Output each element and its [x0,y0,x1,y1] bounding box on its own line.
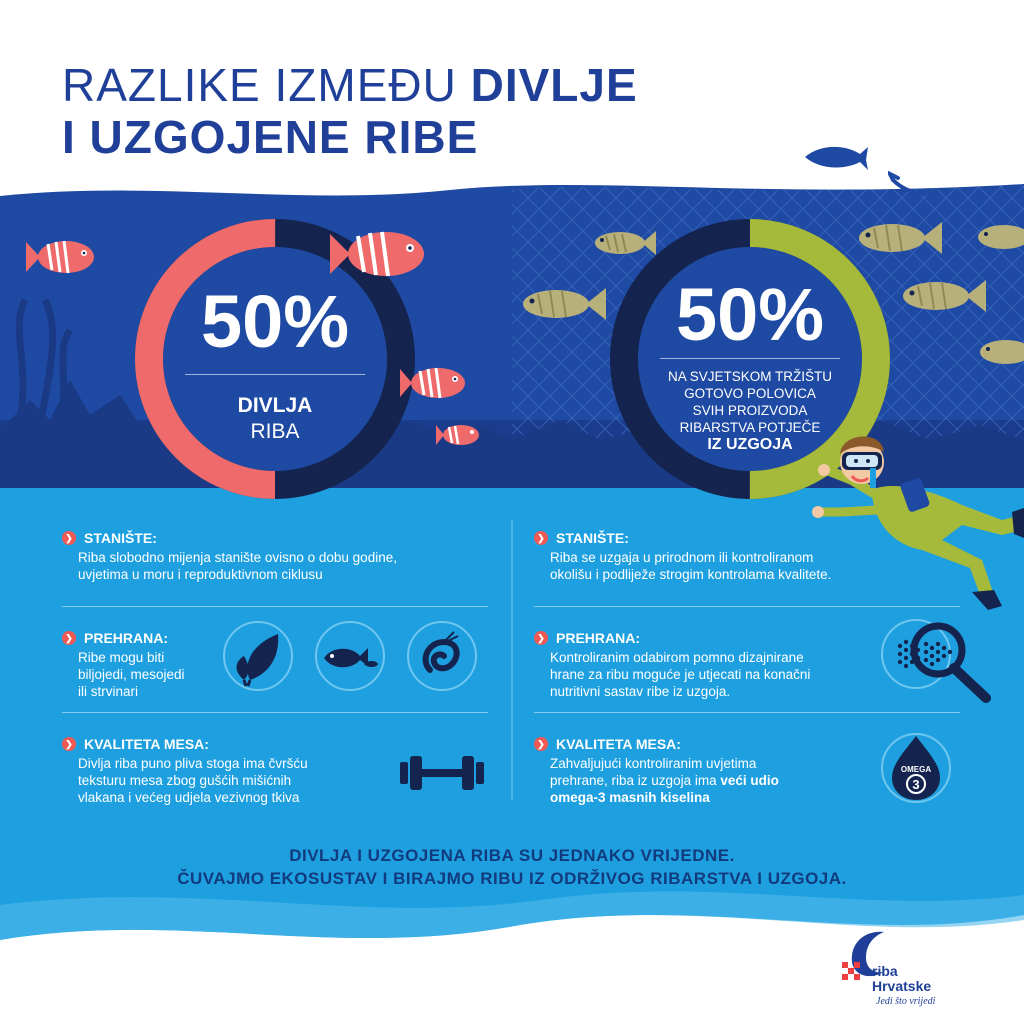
omega-label: OMEGA [901,765,931,774]
farmed-label-bold: IZ UZGOJA [707,436,793,453]
farmed-fish-6-icon [980,340,1024,364]
farmed-diet-line-1: Kontroliranim odabirom pomno dizajnirane [550,650,804,665]
wild-habitat-head: STANIŠTE: [84,530,157,546]
wild-fish-1-icon [26,240,94,274]
magnifier-icon [881,619,991,703]
wild-ring-divider [185,374,365,375]
chevron-right-icon: ❯ [62,737,76,751]
wild-percent: 50% [200,280,350,363]
jumping-fish-icon [805,146,868,170]
wild-fish-3-icon [400,367,465,399]
shrimp-icon [407,621,477,691]
farmed-ring [610,219,890,499]
wild-meat-line-2: teksturu mesa zbog gušćih mišićnih [78,773,292,788]
jumping-fish-2-icon [888,170,938,200]
wild-habitat-section: ❯ STANIŠTE: Riba slobodno mijenja staništ… [62,530,492,583]
farmed-description: NA SVJETSKOM TRŽIŠTU GOTOVO POLOVICA SVI… [640,368,860,436]
farmed-ring-divider [660,358,840,359]
farmed-fish-1-icon [595,231,656,255]
farmed-line-3: SVIH PROIZVODA [692,403,808,418]
farmed-habitat-line-2: okolišu i podliježe strogim kontrolama k… [550,567,832,582]
bottom-line-1: DIVLJA I UZGOJENA RIBA SU JEDNAKO VRIJED… [289,846,735,865]
farmed-diet-section: ❯ PREHRANA: Kontroliranim odabirom pomno … [534,630,864,700]
farmed-line-4: RIBARSTVA POTJEČE [679,420,821,435]
wild-ring [135,219,415,499]
left-divider-1 [62,606,488,607]
omega-drop-icon: OMEGA 3 [881,733,951,803]
logo-tagline: Jedi što vrijedi [876,996,936,1007]
wild-diet-line-1: Ribe mogu biti [78,650,165,665]
riba-hrvatske-logo-icon [842,931,884,980]
left-divider-2 [62,712,488,713]
right-divider-1 [534,606,960,607]
diver-illustration [812,436,1024,610]
fish-icon [315,621,385,691]
farmed-line-1: NA SVJETSKOM TRŽIŠTU [667,369,833,384]
chevron-right-icon: ❯ [62,631,76,645]
farmed-line-2: GOTOVO POLOVICA [684,386,816,401]
farmed-ring-share [610,219,890,499]
title-line-1: RAZLIKE IZMEĐU DIVLJE [62,62,638,108]
wild-diet-line-3: ili strvinari [78,684,139,699]
farmed-diet-line-3: nutritivni sastav ribe iz uzgoja. [550,684,731,699]
farmed-meat-line-2: prehrane, riba iz uzgoja ima [550,773,721,788]
leaf-icon [223,621,293,691]
bottom-line-2: ČUVAJMO EKOSUSTAV I BIRAJMO RIBU IZ ODRŽ… [177,869,847,888]
chevron-right-icon: ❯ [534,631,548,645]
wild-habitat-line-1: Riba slobodno mijenja stanište ovisno o … [78,550,397,565]
farmed-meat-line-1: Zahvaljujući kontroliranim uvjetima [550,756,757,771]
logo-line-1: riba [872,963,898,979]
right-divider-2 [534,712,960,713]
farmed-fish-5-icon [903,280,986,312]
wild-fish-4-icon [436,425,479,445]
wild-meat-head: KVALITETA MESA: [84,736,209,752]
wild-diet-section: ❯ PREHRANA: Ribe mogu biti biljojedi, mes… [62,630,232,700]
title-line-2: I UZGOJENE RIBE [62,111,479,163]
logo-line-2: Hrvatske [872,978,932,994]
title-thin: RAZLIKE IZMEĐU [62,59,471,111]
dumbbell-icon [400,756,484,790]
chevron-right-icon: ❯ [534,737,548,751]
omega-number: 3 [912,777,919,792]
farmed-meat-head: KVALITETA MESA: [556,736,681,752]
farmed-habitat-section: ❯ STANIŠTE: Riba se uzgaja u prirodnom il… [534,530,954,583]
wild-habitat-line-2: uvjetima u moru i reproduktivnom ciklusu [78,567,323,582]
title-bold: DIVLJE [470,59,638,111]
farmed-diet-head: PREHRANA: [556,630,640,646]
farmed-fish-4-icon [978,225,1024,249]
farmed-meat-bold-b: omega-3 masnih kiselina [550,790,710,805]
farmed-fish-3-icon [859,222,942,254]
wild-ring-share [135,219,415,499]
chevron-right-icon: ❯ [62,531,76,545]
farmed-meat-section: ❯ KVALITETA MESA: Zahvaljujući kontrolira… [534,736,864,806]
farmed-fish-2-icon [523,288,606,320]
wild-fish-2-icon [330,231,424,277]
chevron-right-icon: ❯ [534,531,548,545]
farmed-diet-line-2: hrane za ribu moguće je utjecati na kona… [550,667,811,682]
farmed-meat-bold-a: veći udio [720,773,779,788]
wild-meat-line-1: Divlja riba puno pliva stoga ima čvršću [78,756,308,771]
farmed-habitat-line-1: Riba se uzgaja u prirodnom ili kontrolir… [550,550,814,565]
wild-meat-line-3: vlakana i većeg udjela vezivnog tkiva [78,790,300,805]
wild-meat-section: ❯ KVALITETA MESA: Divlja riba puno pliva … [62,736,382,806]
wild-label-bold: DIVLJA [237,394,313,417]
wild-diet-line-2: biljojedi, mesojedi [78,667,185,682]
wild-diet-head: PREHRANA: [84,630,168,646]
wild-label-thin: RIBA [250,420,300,443]
farmed-habitat-head: STANIŠTE: [556,530,629,546]
farmed-percent: 50% [675,273,825,356]
